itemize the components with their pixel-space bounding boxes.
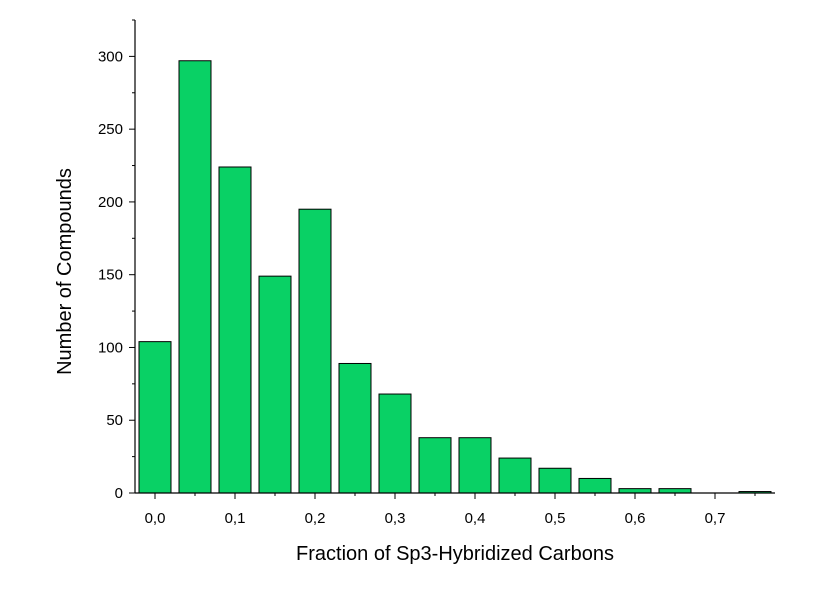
bar-2 <box>218 166 252 494</box>
bar-11 <box>578 477 612 494</box>
bar-1 <box>178 60 212 494</box>
bar-7 <box>418 437 452 494</box>
y-tick-label-2: 100 <box>98 339 123 356</box>
x-tick-label-4: 0,4 <box>465 510 486 527</box>
x-ticks-group: 0,0 0,1 0,2 0,3 0,4 0,5 0,6 0,7 <box>145 493 756 527</box>
bars-group <box>138 60 772 494</box>
y-tick-label-1: 50 <box>106 412 123 429</box>
bar-9 <box>498 457 532 494</box>
x-tick-label-1: 0,1 <box>225 510 246 527</box>
axes-group <box>134 20 775 494</box>
y-tick-label-6: 300 <box>98 48 123 65</box>
y-tick-label-0: 0 <box>115 485 123 502</box>
y-ticks-group: 0 50 100 150 200 250 300 <box>98 19 135 502</box>
x-tick-label-0: 0,0 <box>145 510 166 527</box>
bar-5 <box>338 362 372 494</box>
bar-3 <box>258 275 292 494</box>
x-tick-label-3: 0,3 <box>385 510 406 527</box>
x-tick-label-2: 0,2 <box>305 510 326 527</box>
bar-8 <box>458 437 492 494</box>
x-tick-label-5: 0,5 <box>545 510 566 527</box>
bar-6 <box>378 393 412 494</box>
x-tick-label-7: 0,7 <box>705 510 726 527</box>
y-axis-title: Number of Compounds <box>54 168 76 375</box>
x-axis-title: Fraction of Sp3-Hybridized Carbons <box>296 543 614 565</box>
bar-0 <box>138 341 172 494</box>
bar-12 <box>618 488 652 494</box>
y-tick-label-4: 200 <box>98 194 123 211</box>
bar-10 <box>538 467 572 494</box>
bar-13 <box>658 488 692 494</box>
y-tick-label-5: 250 <box>98 121 123 138</box>
y-tick-label-3: 150 <box>98 267 123 284</box>
bar-4 <box>298 208 332 494</box>
x-tick-label-6: 0,6 <box>625 510 646 527</box>
